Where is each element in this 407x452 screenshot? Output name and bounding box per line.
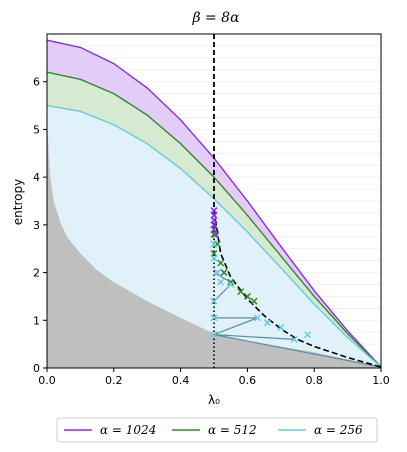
marker-a256 xyxy=(210,254,218,262)
legend-frame xyxy=(56,417,378,443)
marker-a256 xyxy=(210,240,218,248)
marker-a256 xyxy=(213,269,221,277)
band-a512 xyxy=(47,72,381,367)
y-tick-label: 3 xyxy=(33,219,40,232)
marker-a256 xyxy=(290,335,298,343)
curve-a512 xyxy=(46,71,382,368)
connector-line xyxy=(213,334,382,368)
y-axis-label: entropy xyxy=(11,179,25,225)
y-tick-label: 4 xyxy=(33,171,40,184)
legend-label-alpha-1024: α = 1024 xyxy=(100,423,156,437)
marker-a256 xyxy=(253,314,261,322)
legend-label-alpha-256: α = 256 xyxy=(314,423,363,437)
boundary-dashed-line xyxy=(213,210,382,368)
marker-a512 xyxy=(217,259,225,267)
marker-a256 xyxy=(227,280,235,289)
y-tick-label: 1 xyxy=(33,314,40,327)
marker-a512 xyxy=(220,269,228,277)
band-a1024 xyxy=(47,40,381,367)
y-tick-label: 2 xyxy=(33,267,40,280)
marker-a256 xyxy=(263,319,271,327)
plot-area: 0.0 0.2 0.4 0.6 0.8 1.0 0 1 2 3 4 5 6 xyxy=(33,33,390,387)
connector-line xyxy=(213,317,258,336)
x-tick-label: 0.2 xyxy=(105,374,123,387)
legend: α = 1024 α = 512 α = 256 xyxy=(56,417,378,443)
chart-title: β = 8α xyxy=(191,10,240,26)
marker-a512 xyxy=(237,288,245,296)
marker-a512 xyxy=(243,292,251,300)
y-tick-label: 5 xyxy=(33,123,40,136)
x-tick-label: 0.6 xyxy=(239,374,257,387)
marker-a256 xyxy=(277,323,285,331)
axes-frame xyxy=(46,33,382,369)
marker-a512 xyxy=(250,297,258,305)
x-tick-label: 1.0 xyxy=(372,374,390,387)
marker-a256 xyxy=(210,314,218,322)
legend-label-alpha-512: α = 512 xyxy=(208,423,257,437)
marker-a1024 xyxy=(212,230,220,238)
marker-a256 xyxy=(210,297,218,305)
marker-a512 xyxy=(210,230,218,238)
marker-a256 xyxy=(217,278,225,286)
x-axis-label: λ₀ xyxy=(208,393,220,407)
x-tick-label: 0.4 xyxy=(172,374,190,387)
infeasible-region xyxy=(47,115,381,368)
y-tick-label: 0 xyxy=(33,362,40,375)
x-tick-label: 0.8 xyxy=(305,374,323,387)
marker-a512 xyxy=(227,278,235,286)
connector-line xyxy=(213,334,295,340)
marker-a256 xyxy=(303,331,312,339)
marker-a256 xyxy=(210,331,218,339)
x-tick-label: 0.0 xyxy=(38,374,56,387)
y-tick-label: 6 xyxy=(33,76,40,89)
